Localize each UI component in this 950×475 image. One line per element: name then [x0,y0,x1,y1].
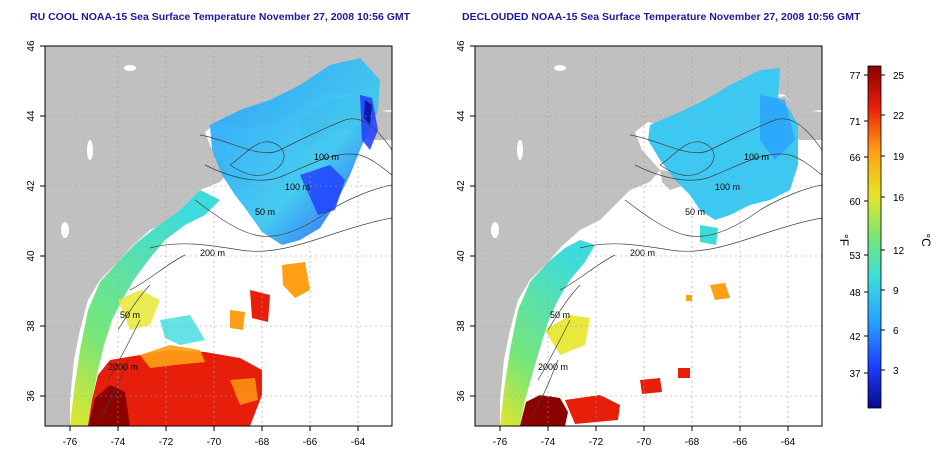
contour-label: 100 m [715,182,740,192]
right-map-title: DECLOUDED NOAA-15 Sea Surface Temperatur… [462,11,861,23]
contour-label: 2000 m [108,362,138,372]
x-tick-label: -70 [207,437,222,448]
x-tick-label: -72 [159,437,174,448]
mid-atlantic-shelf-sst [500,240,595,426]
celsius-tick: 19 [893,152,905,163]
x-tick-label: -64 [351,437,366,448]
fahrenheit-tick: 48 [849,288,861,299]
x-tick-label: -74 [541,437,556,448]
celsius-tick: 9 [893,286,899,297]
x-tick-label: -64 [781,437,796,448]
bathymetry-contours-right [529,118,822,421]
gulf-stream-sst [520,395,568,426]
y-tick-label: 38 [456,320,467,332]
y-tick-label: 46 [456,40,467,52]
celsius-tick: 12 [893,246,905,257]
left-map-frame [44,45,393,427]
celsius-ticks: 25 22 19 16 12 9 6 3 [893,71,905,377]
fahrenheit-tick: 77 [849,71,861,82]
contour-label: 50 m [255,207,275,217]
celsius-tick: 22 [893,111,905,122]
x-tick-label: -66 [733,437,748,448]
fahrenheit-ticks: 77 71 66 60 53 48 42 37 [849,71,861,380]
right-sst-map: 100 m 100 m 50 m 200 m 50 m 2000 m - [456,40,823,448]
x-tick-label: -66 [303,437,318,448]
north-america-landmass [475,46,822,426]
y-tick-label: 42 [456,180,467,192]
colorbar-gradient [867,65,882,409]
fahrenheit-axis-label: °F [837,234,851,246]
celsius-tick: 16 [893,193,905,204]
contour-labels-right: 100 m 100 m 50 m 200 m 50 m 2000 m [538,152,769,372]
gulf-stream-sst [88,350,262,426]
y-tick-label: 44 [456,110,467,122]
y-tick-label: 46 [26,40,37,52]
x-tick-label: -70 [637,437,652,448]
x-tick-label: -72 [589,437,604,448]
contour-label: 50 m [685,207,705,217]
contour-label: 2000 m [538,362,568,372]
right-map-frame [474,45,823,427]
contour-label: 100 m [744,152,769,162]
contour-label: 200 m [630,248,655,258]
celsius-axis-label: °C [919,233,933,247]
fahrenheit-tick: 71 [849,117,861,128]
contour-label: 200 m [200,248,225,258]
fahrenheit-tick: 66 [849,153,861,164]
contour-label: 50 m [550,310,570,320]
contour-labels-left: 100 m 100 m 50 m 200 m 50 m 2000 m [108,152,339,372]
fahrenheit-tick: 53 [849,251,861,262]
grid-lines-left [45,46,392,426]
x-tick-label: -76 [493,437,508,448]
y-tick-label: 40 [456,250,467,262]
left-sst-map: 100 m 100 m 50 m 200 m 50 m 2000 m [26,40,393,448]
fahrenheit-tick: 60 [849,197,861,208]
left-map-title: RU COOL NOAA-15 Sea Surface Temperature … [30,11,411,23]
x-tick-label: -68 [255,437,270,448]
y-tick-label: 40 [26,250,37,262]
mid-atlantic-shelf-sst [70,190,220,426]
y-tick-label: 36 [456,390,467,402]
x-tick-label: -76 [63,437,78,448]
x-axis-ticks-left: -76 -74 -72 -70 -68 -66 -64 [63,437,366,448]
contour-label: 50 m [120,310,140,320]
y-tick-label: 44 [26,110,37,122]
fahrenheit-tick: 37 [849,369,861,380]
x-tick-label: -68 [685,437,700,448]
y-tick-label: 38 [26,320,37,332]
fahrenheit-tick: 42 [849,332,861,343]
y-tick-label: 42 [26,180,37,192]
contour-label: 100 m [285,182,310,192]
temperature-colorbar: 77 71 66 60 53 48 42 37 25 22 19 16 12 9… [837,65,933,409]
celsius-tick: 25 [893,71,905,82]
y-axis-ticks-left: 46 44 42 40 38 36 [26,40,37,402]
contour-label: 100 m [314,152,339,162]
x-tick-label: -74 [111,437,126,448]
grid-lines-right [475,46,822,426]
north-america-landmass [45,46,392,426]
bathymetry-contours-left [99,118,392,421]
celsius-tick: 6 [893,326,899,337]
y-axis-ticks-right: 46 44 42 40 38 36 [456,40,467,402]
y-tick-label: 36 [26,390,37,402]
celsius-tick: 3 [893,366,899,377]
x-axis-ticks-right: -76 -74 -72 -70 -68 -66 -64 [493,437,796,448]
